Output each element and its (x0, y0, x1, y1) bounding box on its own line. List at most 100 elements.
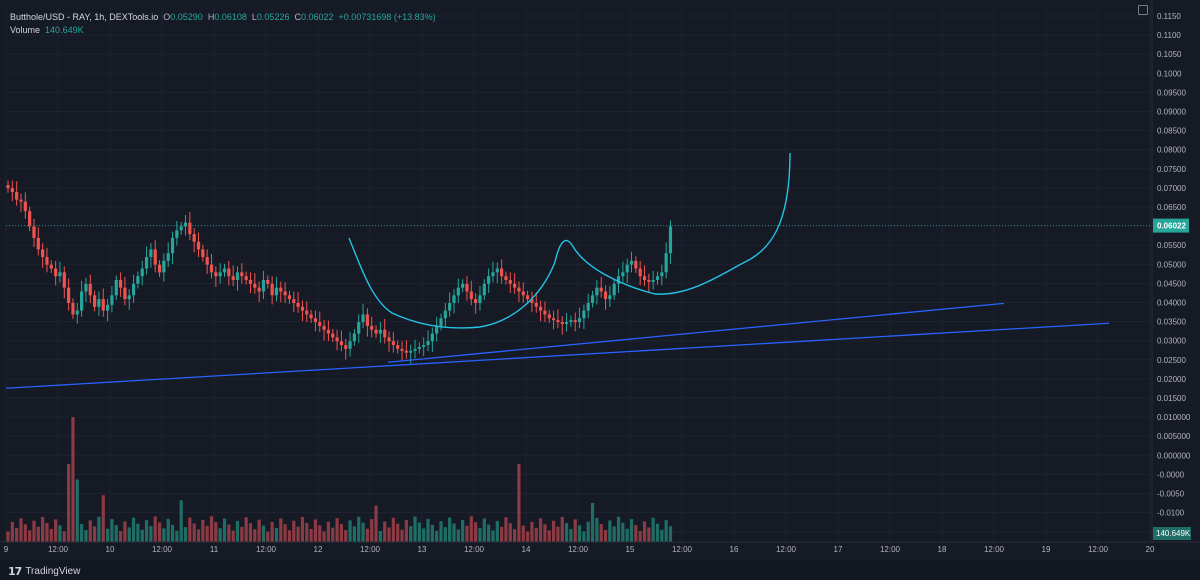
volume-bar (75, 479, 79, 542)
volume-bar (188, 517, 192, 542)
volume-bar (664, 520, 668, 542)
candle-body (569, 320, 573, 323)
volume-bar (625, 528, 629, 542)
candlesticks (6, 180, 673, 364)
time-tick-label: 16 (730, 545, 739, 554)
volume-bar (62, 531, 66, 542)
price-tick-label: 0.02500 (1157, 356, 1186, 365)
open-value: 0.05290 (170, 12, 203, 22)
volume-bar (469, 516, 473, 542)
candle-body (487, 276, 491, 284)
volume-bar (205, 525, 209, 542)
volume-bar (629, 519, 634, 542)
candle-body (170, 237, 175, 254)
candle-body (131, 283, 136, 296)
candle-body (54, 268, 58, 277)
tradingview-icon: 17 (8, 565, 22, 578)
candle-body (339, 341, 344, 346)
candle-body (240, 272, 244, 277)
time-tick-label: 15 (626, 545, 635, 554)
price-tick-label: -0.0100 (1157, 509, 1185, 518)
volume-bar (573, 519, 577, 542)
candle-body (6, 185, 10, 189)
volume-bar (101, 495, 105, 542)
volume-bar (32, 520, 36, 542)
candle-body (101, 299, 105, 311)
volume-bar (400, 529, 404, 542)
volume-bar (378, 531, 382, 542)
close-value: 0.06022 (300, 12, 334, 22)
candle-body (153, 249, 157, 265)
volume-bar (313, 519, 318, 542)
volume-bar (41, 517, 45, 542)
candle-body (144, 257, 149, 269)
price-tick-label: 0.010000 (1157, 413, 1191, 422)
volume-bar (491, 530, 495, 542)
candle-body (88, 283, 92, 296)
volume-bar (383, 521, 387, 542)
candle-body (71, 302, 75, 315)
candle-body (513, 283, 517, 288)
volume-bar (227, 524, 231, 542)
volume-bar (84, 530, 88, 542)
volume-bar (157, 522, 162, 542)
trendline-upper (387, 302, 1005, 363)
price-tick-label: 0.09500 (1157, 88, 1186, 97)
low-label: L (251, 12, 257, 22)
candle-body (365, 314, 369, 326)
maximize-icon[interactable] (1138, 5, 1148, 15)
chart-grid (5, 5, 1152, 542)
tradingview-logo[interactable]: 17 TradingView (8, 565, 80, 578)
candle-body (543, 310, 547, 315)
volume-bar (296, 526, 300, 542)
time-tick-label: 19 (1042, 545, 1051, 554)
price-tick-label: 0.09000 (1157, 108, 1186, 117)
high-label: H (207, 12, 215, 22)
candle-body (474, 299, 478, 303)
volume-bar (655, 523, 660, 542)
price-tick-label: -0.0050 (1157, 490, 1185, 499)
volume-bar (244, 517, 248, 542)
volume-bar (413, 516, 417, 542)
candle-body (551, 318, 556, 321)
candle-body (105, 304, 110, 311)
time-tick-label: 12 (314, 545, 323, 554)
volume-bar (166, 518, 170, 542)
volume-bar (551, 520, 556, 542)
volume-bar (435, 530, 439, 542)
candle-body (413, 348, 417, 351)
volume-bar (201, 519, 205, 542)
candle-body (274, 287, 279, 296)
candle-body (599, 287, 603, 292)
candle-body (93, 295, 97, 307)
time-tick-label: 10 (106, 545, 115, 554)
volume-bar (634, 525, 638, 542)
price-tick-label: 0.06500 (1157, 203, 1186, 212)
volume-bar (504, 517, 508, 542)
volume-bar (192, 523, 196, 542)
candle-body (352, 333, 356, 342)
volume-bar (647, 527, 651, 542)
candle-body (603, 291, 608, 300)
candle-body (612, 283, 616, 296)
last-price-label: 0.06022 (1157, 222, 1186, 231)
candle-body (443, 310, 447, 319)
candle-body (300, 306, 305, 311)
volume-bar (28, 530, 32, 542)
volume-bar (651, 517, 655, 542)
candle-body (296, 302, 300, 307)
candle-body (504, 276, 508, 280)
price-tick-label: 0.1000 (1157, 69, 1182, 78)
candle-body (279, 287, 283, 292)
candle-body (322, 325, 326, 330)
candle-body (192, 234, 196, 242)
candle-body (621, 272, 625, 277)
candle-body (348, 341, 352, 349)
candle-body (651, 280, 655, 282)
time-tick-label: 12:00 (464, 545, 485, 554)
symbol-label[interactable]: Butthole/USD - RAY, 1h, DEXTools.io (10, 12, 159, 22)
volume-label[interactable]: Volume (10, 25, 41, 35)
volume-bar (526, 531, 530, 542)
candle-body (253, 283, 257, 288)
